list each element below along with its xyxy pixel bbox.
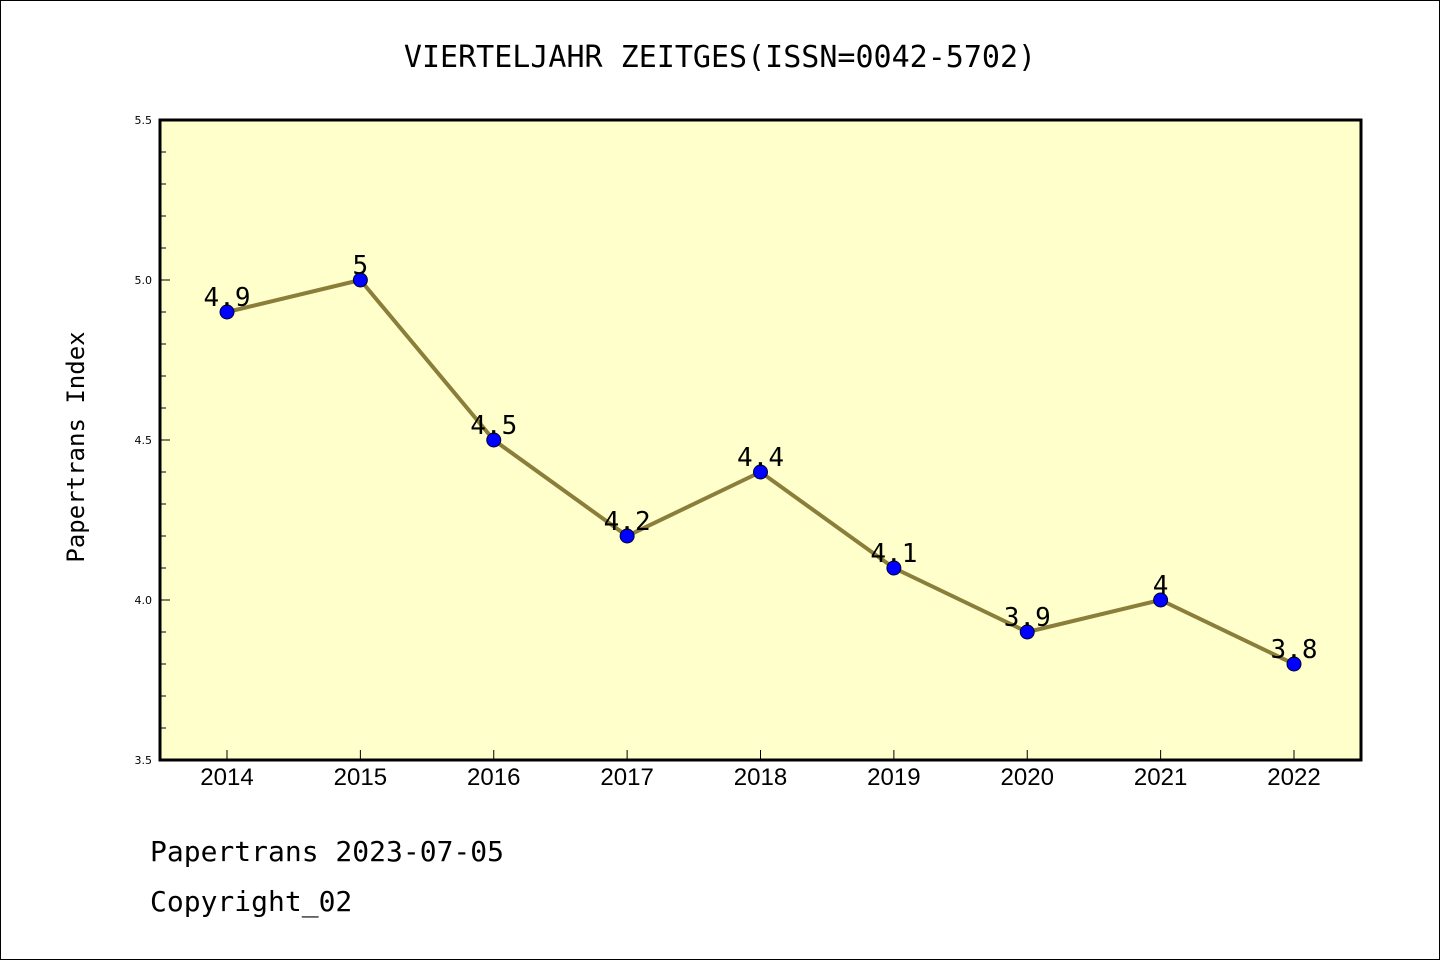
x-tick-label: 2021 xyxy=(1134,764,1187,791)
data-point xyxy=(352,272,368,288)
data-point xyxy=(1019,624,1035,640)
x-tick-label: 2015 xyxy=(334,764,387,791)
x-tick-label: 2014 xyxy=(200,764,253,791)
x-axis: 2014 2015 2016 2017 2018 2019 2020 2021 2022 xyxy=(200,750,1321,791)
x-tick-label: 2019 xyxy=(867,764,920,791)
y-tick-label: 5.0 xyxy=(135,274,153,287)
data-label: 4.2 xyxy=(604,507,651,537)
data-label: 5 xyxy=(353,251,369,281)
y-axis: 3.5 4.0 4.5 5.0 5.5 xyxy=(135,114,170,767)
data-label: 4.5 xyxy=(470,411,517,441)
data-point xyxy=(1286,656,1302,672)
y-tick-label: 5.5 xyxy=(135,114,153,127)
x-tick-label: 2016 xyxy=(467,764,520,791)
x-tick-label: 2022 xyxy=(1267,764,1320,791)
data-label: 4.4 xyxy=(737,443,784,473)
chart-title: VIERTELJAHR ZEITGES(ISSN=0042-5702) xyxy=(404,40,1036,75)
x-tick-label: 2017 xyxy=(600,764,653,791)
data-point xyxy=(753,464,768,480)
data-point xyxy=(219,304,235,320)
data-point xyxy=(486,432,502,448)
footer-copyright-text: Copyright_02 xyxy=(150,885,353,918)
x-tick-label: 2018 xyxy=(734,764,787,791)
y-tick-label: 4.0 xyxy=(135,594,153,607)
plot-area xyxy=(158,118,1363,762)
data-point xyxy=(1153,592,1169,608)
data-labels-group: 4.9 5 4.5 4.2 4.4 4.1 3.9 4 3.8 xyxy=(204,251,1318,665)
data-point xyxy=(619,528,635,544)
data-label: 3.8 xyxy=(1271,635,1318,665)
data-label: 4.1 xyxy=(870,539,917,569)
data-label: 4.9 xyxy=(204,283,251,313)
footer-date-text: Papertrans 2023-07-05 xyxy=(150,835,505,868)
data-points-group xyxy=(219,272,1302,672)
data-point xyxy=(886,560,902,576)
x-tick-label: 2020 xyxy=(1001,764,1054,791)
y-tick-label: 4.5 xyxy=(135,434,153,447)
y-axis-label: Papertrans Index xyxy=(62,331,90,562)
data-label: 4 xyxy=(1153,571,1169,601)
data-label: 3.9 xyxy=(1004,603,1051,633)
y-tick-label: 3.5 xyxy=(135,754,153,767)
